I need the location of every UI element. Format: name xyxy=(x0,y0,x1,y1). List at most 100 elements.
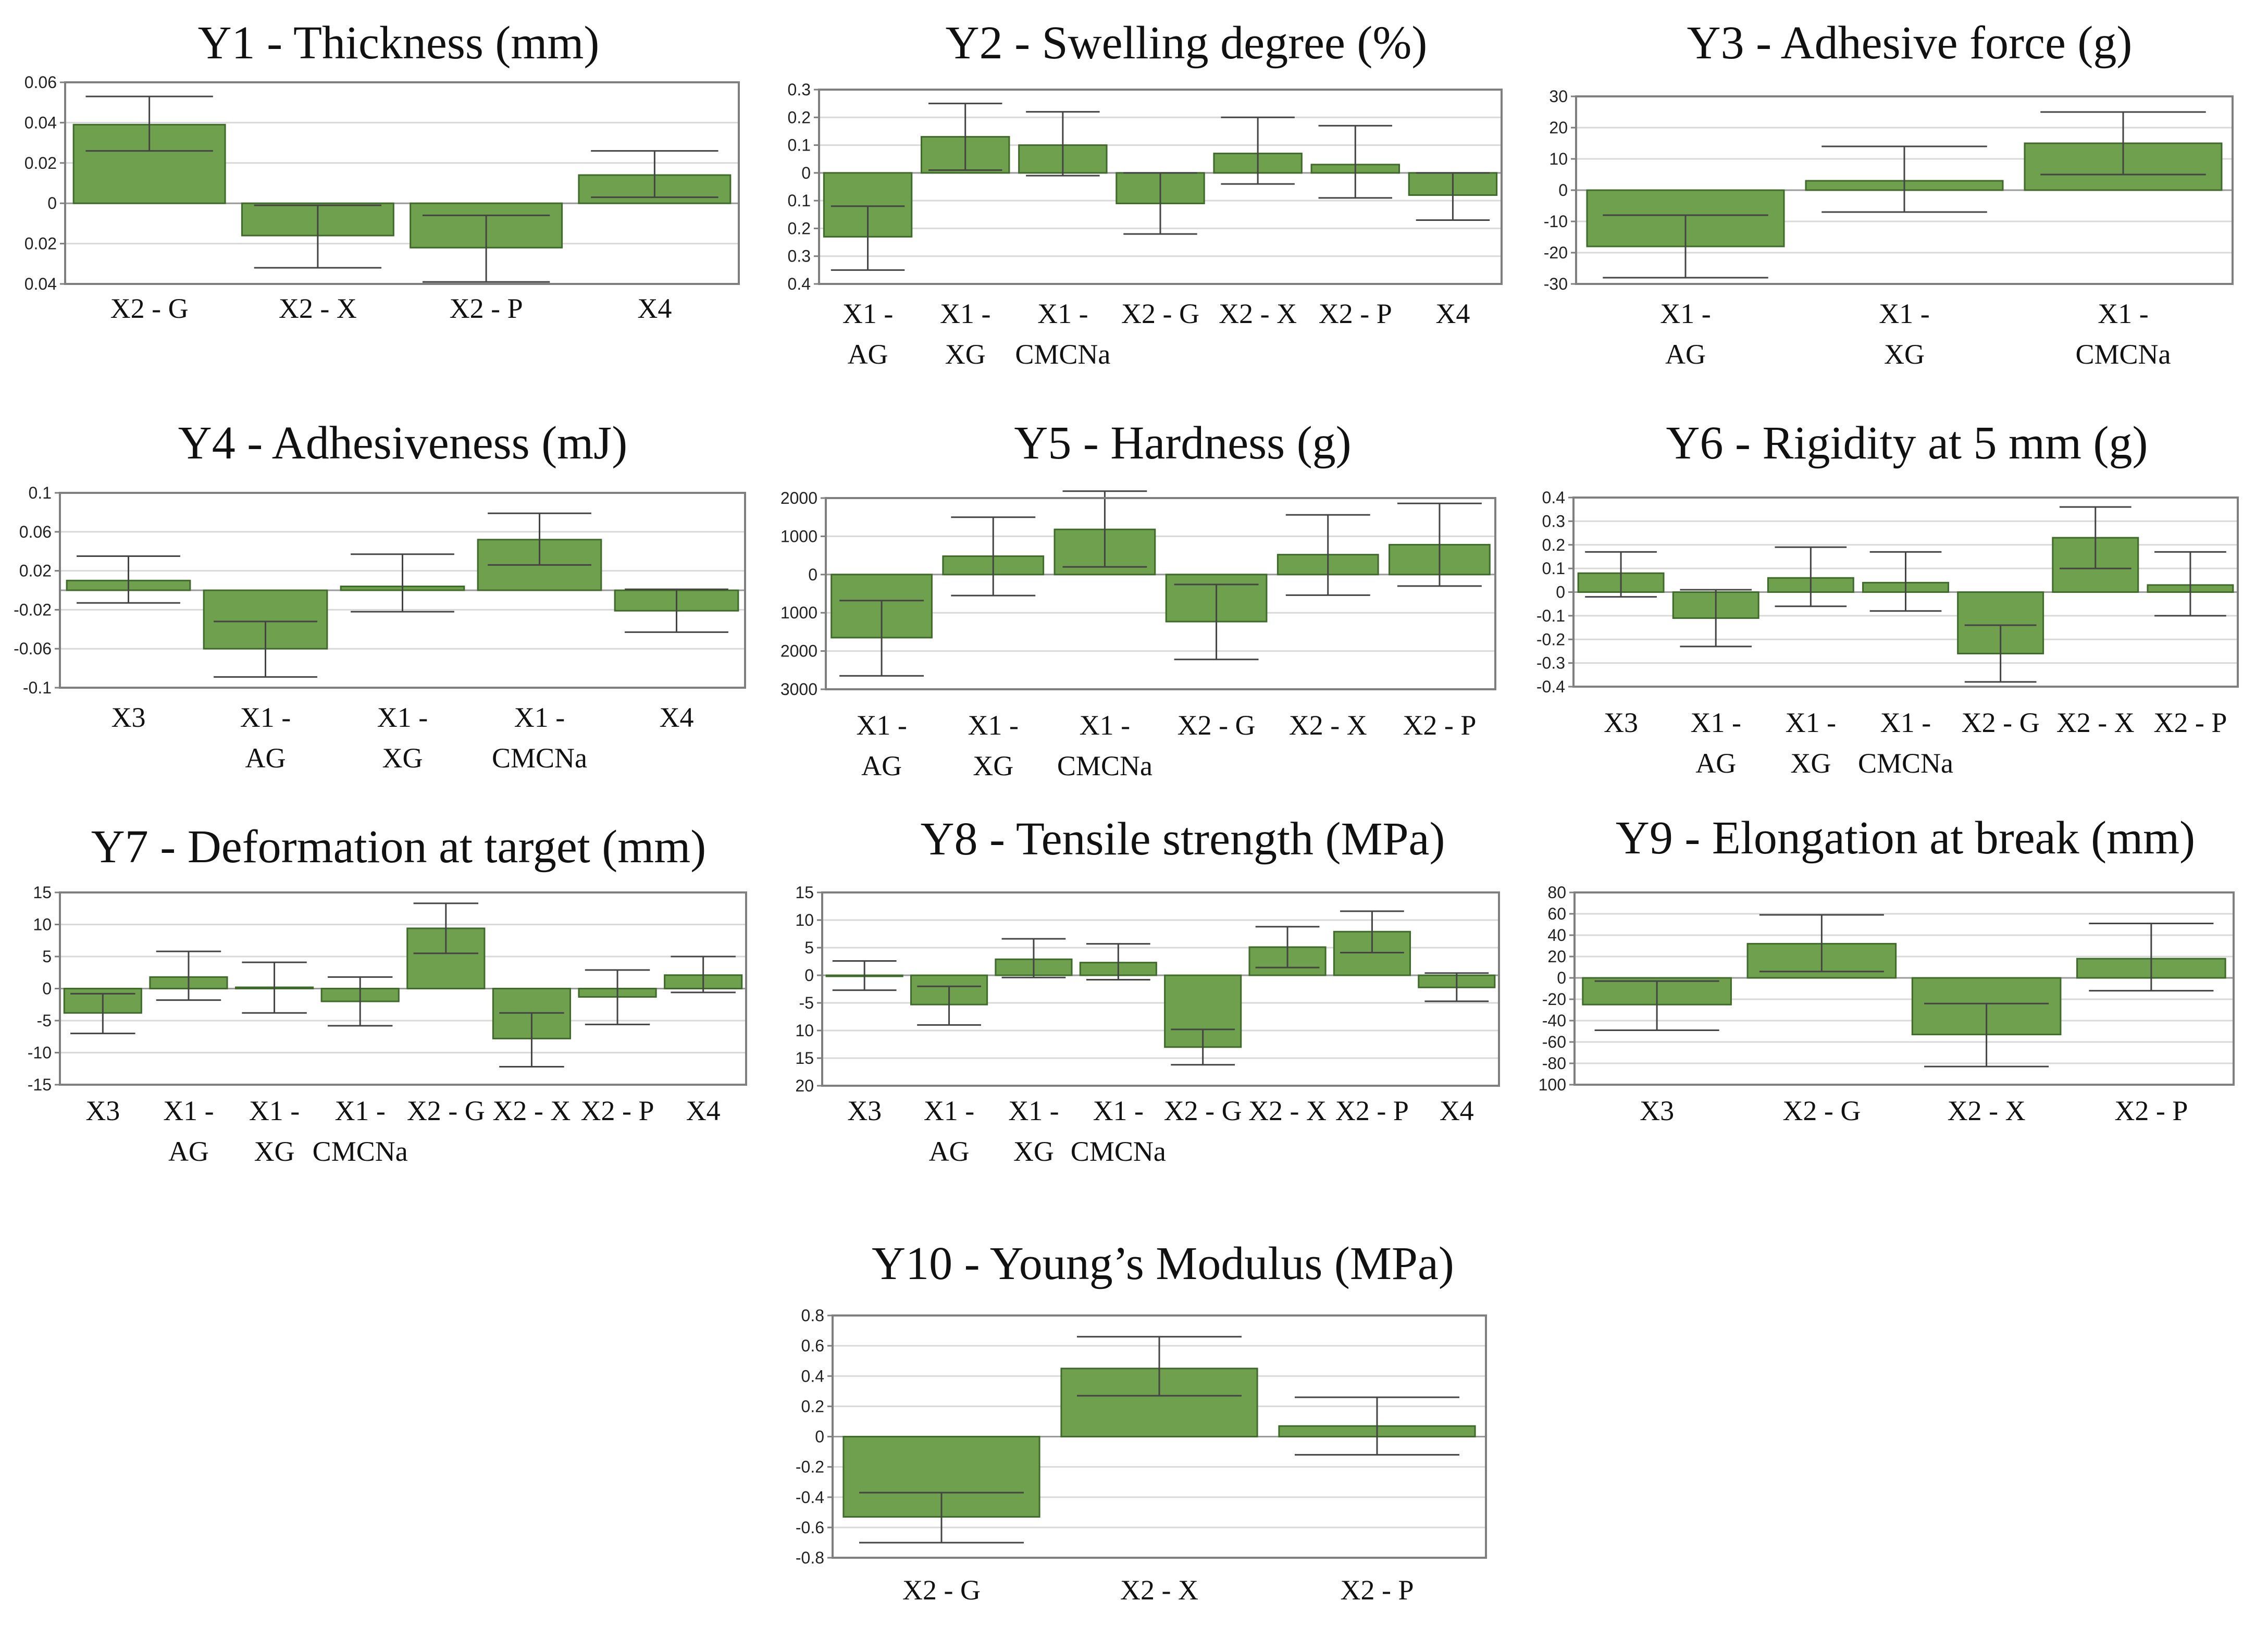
x-category-label: X2 - G xyxy=(1962,707,2040,738)
plot-frame xyxy=(825,497,1496,690)
y-tick-label: 0.2 xyxy=(801,1397,824,1416)
y-tick-label: -20 xyxy=(1542,990,1566,1009)
y-tick-label: -0.02 xyxy=(14,600,52,619)
y-tick-label: 0 xyxy=(1556,583,1565,602)
x-category-label: X1 -XG xyxy=(968,710,1019,781)
x-category-label: X1 -CMCNa xyxy=(1071,1095,1166,1167)
y-tick-label: 0.3 xyxy=(1542,512,1565,530)
y-tick-label: 5 xyxy=(804,938,814,957)
chart-y2: Y2 - Swelling degree (%) 0.3 0.2 0.1 0 0.1 0.2… xyxy=(788,17,1503,370)
chart-y3: Y3 - Adhesive force (g) 30 20 10 0 -10 -20 -30 X… xyxy=(1544,17,2234,370)
y-tick-label: 0.6 xyxy=(801,1336,824,1355)
y-tick-label: 15 xyxy=(33,883,52,902)
x-category-label: X2 - X xyxy=(1120,1574,1198,1606)
y-tick-label: 80 xyxy=(1547,883,1566,902)
y-tick-label: 0.4 xyxy=(788,275,811,293)
plot-frame xyxy=(1573,891,2235,1086)
chart-y8: Y8 - Tensile strength (MPa) 15 10 5 0 -5 10 15 2… xyxy=(795,813,1500,1167)
x-category-label: X2 - G xyxy=(407,1095,485,1126)
x-category-label: X2 - X xyxy=(1289,710,1367,741)
x-category-label: X1 -AG xyxy=(1690,707,1741,779)
y-tick-label: 0 xyxy=(815,1428,824,1446)
y-tick-label: 20 xyxy=(1549,118,1568,137)
y-tick-label: -60 xyxy=(1542,1033,1566,1051)
y-tick-label: 10 xyxy=(1549,150,1568,168)
y-tick-label: 0.06 xyxy=(24,73,57,92)
y-tick-label: 0.2 xyxy=(788,219,811,238)
y-tick-label: 0.02 xyxy=(19,562,52,580)
y-tick-label: 0.02 xyxy=(24,234,57,253)
y-tick-label: -0.8 xyxy=(796,1548,824,1567)
chart-title: Y6 - Rigidity at 5 mm (g) xyxy=(1666,417,2148,469)
y-tick-label: 0.1 xyxy=(788,191,811,210)
y-tick-label: 0.06 xyxy=(19,523,52,541)
x-category-label: X1 -XG xyxy=(249,1095,300,1167)
y-tick-label: 20 xyxy=(1547,947,1566,966)
y-tick-label: 0.3 xyxy=(788,80,811,99)
plot-frame xyxy=(59,492,746,689)
chart-y4: Y4 - Adhesiveness (mJ) 0.1 0.06 0.02 -0.02 -0… xyxy=(14,417,746,774)
y-tick-label: 20 xyxy=(795,1076,814,1095)
plot-frame xyxy=(64,81,740,285)
y-tick-label: -0.2 xyxy=(1536,630,1565,649)
y-tick-label: 2000 xyxy=(780,489,817,507)
chart-title: Y3 - Adhesive force (g) xyxy=(1687,17,2133,69)
y-tick-label: -10 xyxy=(1544,212,1568,231)
plot-frame xyxy=(59,891,747,1086)
x-category-label: X1 -XG xyxy=(1786,707,1836,779)
x-category-label: X4 xyxy=(660,702,694,733)
x-category-label: X2 - P xyxy=(581,1095,654,1126)
chart-title: Y2 - Swelling degree (%) xyxy=(946,17,1428,69)
x-category-label: X1 -AG xyxy=(240,702,291,774)
x-category-label: X1 -XG xyxy=(1008,1095,1059,1167)
y-tick-label: -80 xyxy=(1542,1054,1566,1073)
y-tick-label: 10 xyxy=(33,915,52,934)
y-tick-label: 0.2 xyxy=(1542,536,1565,554)
x-category-label: X1 -CMCNa xyxy=(1057,710,1152,781)
y-tick-label: -30 xyxy=(1544,275,1568,293)
y-tick-label: -0.4 xyxy=(796,1488,824,1507)
x-category-label: X1 -CMCNa xyxy=(1015,298,1110,370)
y-tick-label: -5 xyxy=(799,994,814,1012)
chart-title: Y5 - Hardness (g) xyxy=(1014,417,1351,469)
y-tick-label: 0.1 xyxy=(1542,559,1565,578)
x-category-label: X1 -AG xyxy=(163,1095,214,1167)
chart-y1: Y1 - Thickness (mm) 0.06 0.04 0.02 0 0.02 0.04… xyxy=(24,17,740,324)
y-tick-label: -0.06 xyxy=(14,639,52,658)
chart-title: Y8 - Tensile strength (MPa) xyxy=(921,813,1445,865)
chart-y6: Y6 - Rigidity at 5 mm (g) 0.4 0.3 0.2 0.1 0 -0… xyxy=(1536,417,2239,779)
chart-title: Y10 - Young’s Modulus (MPa) xyxy=(872,1238,1454,1289)
x-category-label: X2 - X xyxy=(492,1095,571,1126)
y-tick-label: 40 xyxy=(1547,926,1566,945)
y-tick-label: -0.2 xyxy=(796,1458,824,1476)
x-category-label: X2 - X xyxy=(1948,1095,2026,1126)
chart-y5: Y5 - Hardness (g) 2000 1000 0 1000 2000 3000 X1… xyxy=(780,417,1496,781)
y-tick-label: 2000 xyxy=(780,642,817,661)
y-tick-label: -15 xyxy=(28,1075,52,1094)
y-tick-label: 5 xyxy=(42,947,52,966)
x-category-label: X2 - X xyxy=(279,293,357,324)
y-tick-label: 0 xyxy=(808,565,817,584)
y-tick-label: -0.4 xyxy=(1536,677,1565,696)
x-category-label: X4 xyxy=(686,1095,721,1126)
y-tick-label: 0.04 xyxy=(24,275,57,293)
y-tick-label: 100 xyxy=(1539,1075,1566,1094)
y-tick-label: 0.3 xyxy=(788,247,811,266)
x-category-label: X2 - G xyxy=(110,293,189,324)
y-tick-label: 15 xyxy=(795,1049,814,1068)
chart-y7: Y7 - Deformation at target (mm) 15 10 5 0 -5 -… xyxy=(28,821,747,1167)
y-tick-label: 0.1 xyxy=(29,483,52,502)
chart-y9: Y9 - Elongation at break (mm) 80 60 40 20 0 -2… xyxy=(1539,812,2235,1126)
x-category-label: X2 - P xyxy=(450,293,523,324)
y-tick-label: -0.1 xyxy=(1536,606,1565,625)
chart-title: Y1 - Thickness (mm) xyxy=(198,17,600,69)
x-category-label: X1 -XG xyxy=(940,298,990,370)
chart-title: Y9 - Elongation at break (mm) xyxy=(1616,812,2195,864)
x-category-label: X2 - P xyxy=(1403,710,1476,741)
y-tick-label: 0.1 xyxy=(788,136,811,155)
y-tick-label: 0.2 xyxy=(788,108,811,127)
x-category-label: X3 xyxy=(1604,707,1638,738)
x-category-label: X1 -CMCNa xyxy=(2075,298,2171,370)
y-tick-label: 3000 xyxy=(780,680,817,699)
y-tick-label: -10 xyxy=(28,1044,52,1062)
